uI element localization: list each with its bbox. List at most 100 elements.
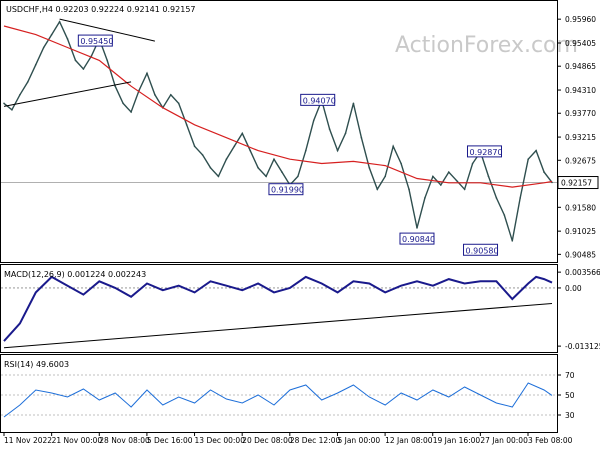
price-point — [408, 188, 410, 191]
price-tick-label: 0.95405 — [565, 39, 596, 48]
price-point — [50, 33, 53, 36]
price-tick-label: 0.94310 — [565, 86, 596, 95]
price-label-box — [466, 145, 502, 158]
price-point — [463, 188, 466, 191]
price-point — [241, 132, 244, 135]
price-tick-label: 0.93215 — [565, 133, 596, 142]
x-tick-label: 28 Nov 08:00 — [99, 436, 150, 445]
macd-tick-label: 0.00 — [565, 284, 582, 293]
price-point — [360, 136, 363, 139]
current-price-box — [557, 176, 599, 190]
price-tick-label: 0.94865 — [565, 62, 596, 71]
price-tick-label: 0.90485 — [565, 250, 596, 259]
price-point — [543, 171, 545, 173]
chart-title: USDCHF,H4 0.92203 0.92224 0.92141 0.9215… — [6, 5, 196, 14]
price-layer: 0.95450 0.94070 0.92870 0.91990 0.90840 0.905… — [1, 18, 557, 256]
price-point — [114, 85, 116, 87]
price-point — [344, 132, 347, 135]
macd-tick-label: 0.003566 — [565, 268, 600, 277]
price-point — [527, 158, 529, 161]
price-point — [130, 111, 132, 113]
price-tick-label: 0.91025 — [565, 227, 596, 236]
rsi-panel — [0, 354, 558, 433]
price-label: 0.95450 — [80, 37, 113, 46]
price-point — [233, 145, 236, 148]
price-point — [495, 197, 498, 199]
price-point — [169, 93, 172, 96]
price-label: 0.90840 — [402, 235, 435, 244]
macd-line — [3, 275, 553, 342]
price-point — [265, 175, 267, 178]
price-point — [66, 38, 69, 40]
rsi-line — [3, 382, 553, 418]
x-tick-label: 12 Jan 08:00 — [385, 436, 433, 445]
macd-layer — [1, 275, 557, 349]
macd-trendline — [3, 302, 553, 349]
rsi-tick-label: 30 — [565, 411, 575, 420]
price-point — [511, 240, 514, 242]
ohlc-low: 0.92141 — [127, 5, 160, 14]
current-price-label: 0.92157 — [561, 179, 592, 188]
price-point — [392, 145, 394, 148]
price-point — [400, 162, 402, 165]
price-point — [297, 175, 299, 178]
x-tick-label: 3 Feb 08:00 — [528, 436, 573, 445]
price-label-box — [77, 34, 113, 47]
macd-panel — [0, 264, 558, 353]
price-point — [34, 63, 37, 66]
x-tick-label: 5 Dec 16:00 — [147, 436, 193, 445]
moving-average-line — [3, 25, 553, 188]
x-tick-label: 20 Dec 08:00 — [242, 436, 293, 445]
x-tick-label: 11 Nov 2022 — [4, 436, 52, 445]
price-point — [519, 197, 522, 199]
macd-tick-label: -0.013125 — [565, 342, 600, 351]
price-point — [146, 72, 148, 75]
price-point — [384, 175, 387, 178]
price-tick-label: 0.93770 — [565, 109, 596, 118]
price-point — [209, 166, 212, 169]
price-point — [106, 59, 109, 62]
price-point — [154, 93, 156, 96]
price-point — [471, 162, 474, 165]
price-series-line — [3, 20, 553, 242]
ohlc-open: 0.92203 — [56, 5, 89, 14]
price-point — [487, 175, 490, 178]
price-point — [312, 119, 315, 122]
price-point — [42, 46, 45, 49]
price-point — [376, 188, 379, 191]
price-point — [432, 175, 434, 178]
price-point — [281, 171, 283, 173]
price-label-box — [399, 232, 435, 245]
price-label-box — [268, 183, 304, 196]
price-point — [273, 158, 275, 161]
price-point — [217, 175, 220, 178]
price-point — [19, 93, 21, 96]
symbol-label: USDCHF,H4 — [6, 5, 53, 14]
rsi-axis: 70 50 30 — [557, 371, 575, 420]
price-point — [225, 158, 228, 161]
price-point — [503, 214, 506, 216]
price-point — [74, 59, 77, 62]
x-tick-label: 28 Dec 12:00 — [290, 436, 341, 445]
price-point — [249, 149, 252, 152]
price-point — [535, 149, 537, 152]
rsi-tick-label: 50 — [565, 391, 575, 400]
watermark: ActionForex.com — [395, 33, 578, 58]
price-point — [122, 102, 124, 105]
price-point — [82, 68, 85, 70]
price-point — [447, 171, 450, 173]
x-tick-label: 27 Jan 00:00 — [480, 436, 528, 445]
price-point — [368, 166, 371, 169]
price-point — [193, 145, 196, 148]
price-point — [58, 20, 61, 23]
ohlc-close: 0.92157 — [162, 5, 195, 14]
price-label-box — [463, 243, 499, 256]
price-label-box — [300, 93, 336, 106]
price-tick-label: 0.92675 — [565, 156, 596, 165]
price-point — [424, 197, 426, 199]
price-point — [185, 124, 188, 126]
price-label: 0.94070 — [303, 96, 336, 105]
price-tick-label: 0.91580 — [565, 203, 596, 212]
